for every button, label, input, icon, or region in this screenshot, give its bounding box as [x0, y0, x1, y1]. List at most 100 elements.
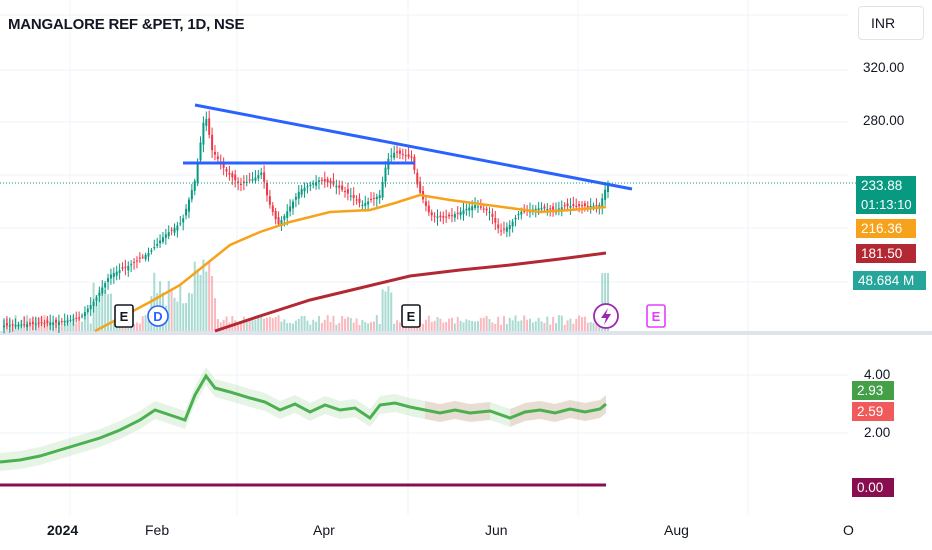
volume-bar	[370, 322, 373, 331]
volume-bar	[453, 323, 456, 331]
indicator-lower-tag: 2.59	[852, 402, 894, 421]
volume-bar	[133, 324, 136, 331]
price-tick-320: 320.00	[863, 60, 905, 75]
volume-bar	[543, 322, 546, 331]
volume-bar	[520, 320, 523, 331]
candle-body	[575, 205, 578, 207]
volume-bar	[361, 319, 364, 331]
candle-body	[43, 323, 46, 325]
candle-body	[52, 322, 55, 325]
candle-body	[485, 208, 488, 211]
volume-bar	[390, 292, 393, 331]
candle-body	[14, 324, 17, 327]
candle-body	[190, 190, 193, 200]
volume-bar	[494, 323, 497, 331]
volume-tag: 48.684 M	[853, 271, 926, 290]
candle-body	[254, 177, 257, 181]
volume-bar	[205, 271, 208, 331]
volume-bar	[488, 319, 491, 331]
candle-body	[323, 179, 326, 182]
volume-bar	[450, 317, 453, 331]
volume-bar	[465, 319, 468, 331]
candle-body	[439, 215, 442, 218]
volume-bar	[268, 316, 271, 331]
volume-bar	[199, 274, 202, 331]
currency-button[interactable]: INR	[858, 6, 924, 40]
volume-bar	[254, 319, 257, 331]
volume-bar	[601, 273, 604, 331]
candle-body	[92, 301, 95, 307]
candle-body	[251, 179, 254, 181]
volume-bar	[531, 322, 534, 331]
volume-bar	[595, 324, 598, 331]
candle-body	[107, 278, 110, 283]
candle-body	[144, 254, 147, 260]
candle-body	[381, 182, 384, 198]
candle-body	[586, 205, 589, 207]
candle-body	[595, 205, 598, 207]
candle-body	[320, 179, 323, 181]
indicator-tick-2: 2.00	[864, 425, 891, 440]
volume-bar	[346, 316, 349, 331]
earnings-marker-2[interactable]	[401, 304, 421, 328]
indicator-zero-tag: 0.00	[852, 478, 894, 497]
candle-body	[346, 189, 349, 194]
candle-body	[118, 270, 121, 273]
volume-bar	[560, 315, 563, 331]
candle-body	[101, 287, 104, 294]
candle-body	[112, 273, 115, 278]
pane-separator[interactable]	[0, 331, 932, 335]
volume-bar	[592, 322, 595, 331]
candle-body	[185, 208, 188, 216]
volume-bar	[297, 318, 300, 331]
candle-body	[436, 216, 439, 218]
volume-bar	[222, 319, 225, 331]
volume-bar	[170, 289, 173, 331]
candle-body	[268, 196, 271, 205]
volume-bar	[239, 322, 242, 331]
volume-bar	[445, 321, 448, 331]
candle-body	[263, 172, 266, 182]
candle-body	[450, 215, 453, 217]
volume-bar	[86, 315, 89, 331]
volume-bar	[335, 324, 338, 331]
volume-bar	[182, 303, 185, 331]
volume-bar	[326, 315, 329, 331]
volume-bar	[439, 318, 442, 331]
candle-body	[193, 180, 196, 191]
volume-bar	[248, 318, 251, 331]
candle-body	[560, 207, 563, 210]
candle-body	[29, 323, 32, 325]
candle-body	[11, 324, 14, 326]
candle-body	[260, 172, 263, 175]
candle-body	[17, 324, 20, 327]
price-tick-280: 280.00	[863, 113, 905, 128]
volume-bar	[479, 317, 482, 331]
candle-body	[424, 201, 427, 206]
candle-body	[274, 210, 277, 220]
symbol-title[interactable]: MANGALORE REF &PET, 1D, NSE	[8, 16, 245, 33]
candle-body	[404, 155, 407, 157]
candle-body	[3, 325, 5, 328]
candle-body	[349, 195, 352, 197]
earnings-marker-1[interactable]	[114, 304, 134, 328]
earnings-marker-upcoming[interactable]	[646, 304, 666, 328]
volume-bar	[349, 318, 352, 331]
candle-body	[459, 211, 462, 216]
volume-bar	[83, 317, 86, 331]
indicator-band	[0, 367, 606, 471]
candle-body	[534, 208, 537, 210]
candle-body	[511, 221, 514, 227]
descending-trendline[interactable]	[194, 103, 633, 191]
volume-bar	[372, 321, 375, 331]
candle-body	[60, 321, 63, 323]
time-label-jun: Jun	[485, 522, 508, 538]
lightning-bolt-glyph	[601, 308, 611, 325]
dividend-marker[interactable]	[147, 305, 169, 327]
volume-bar	[294, 320, 297, 331]
volume-bar	[251, 320, 254, 331]
candle-body	[265, 182, 268, 196]
candle-body	[427, 205, 430, 213]
candle-body	[292, 201, 294, 209]
